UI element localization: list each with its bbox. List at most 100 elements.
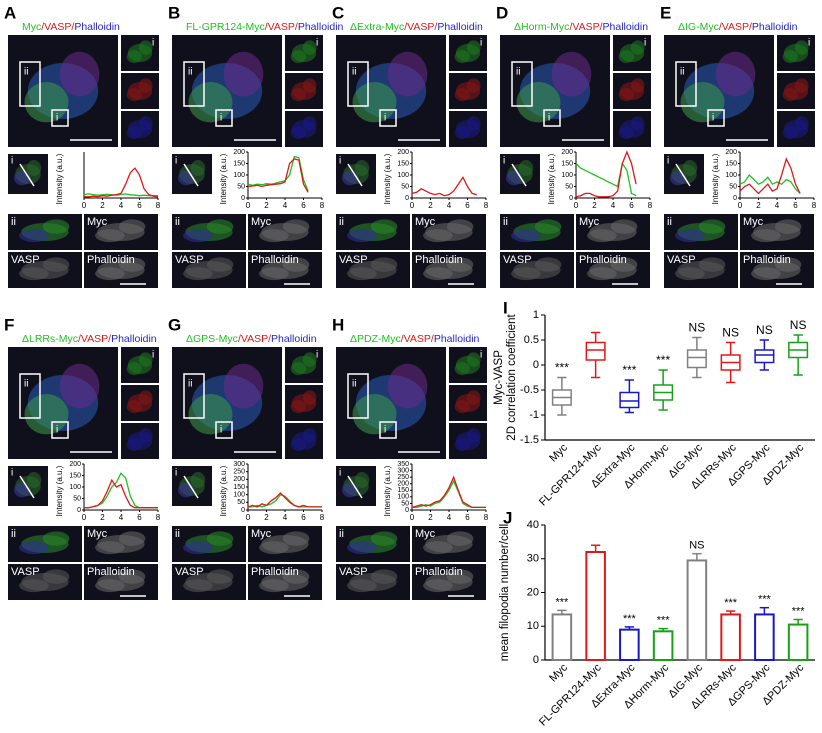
panel-letter: C	[332, 3, 344, 22]
title-part: Myc	[22, 21, 41, 33]
inset-label: i	[339, 156, 341, 167]
zoom-label: Phalloidin	[415, 566, 463, 578]
x-tick-label: 2	[264, 513, 269, 522]
cell-region	[466, 390, 481, 405]
title-part: Phalloidin	[603, 21, 649, 33]
roi-box	[215, 421, 233, 439]
title-part: ΔHorm-Myc	[514, 21, 569, 33]
cell-region	[95, 541, 125, 555]
roi-label: i	[384, 425, 386, 436]
cell-region	[178, 170, 194, 186]
cell-region	[290, 50, 306, 64]
y-tick-label: 100	[561, 172, 573, 179]
cell-region	[587, 267, 617, 281]
bar	[551, 613, 573, 661]
inset-label: i	[667, 156, 669, 167]
zoom-label: ii	[667, 216, 672, 228]
cell-region	[446, 219, 474, 234]
y-tick-label: 50	[565, 183, 573, 190]
roi-box	[379, 421, 397, 439]
roi-label: i	[56, 425, 58, 436]
cell-region	[138, 428, 153, 443]
cell-region	[302, 116, 317, 131]
cell-region	[347, 267, 377, 281]
cell-region	[206, 569, 234, 584]
zoom-label: Myc	[87, 216, 108, 228]
zoom-label: VASP	[11, 566, 40, 578]
cell-region	[610, 257, 638, 272]
cell-region	[370, 569, 398, 584]
y-tick-label: 100	[69, 484, 81, 491]
cell-region	[698, 257, 726, 272]
cell-region	[506, 170, 522, 186]
bar	[619, 628, 640, 661]
cell-region	[751, 267, 781, 281]
roi-box	[51, 109, 69, 127]
panel-title: ΔGPS-Myc/VASP/Phalloidin	[186, 333, 317, 345]
zoom-label: Phalloidin	[87, 254, 135, 266]
title-part: /VASP/	[265, 21, 298, 33]
zoom-label: ii	[339, 528, 344, 540]
inset-label: i	[11, 156, 13, 167]
cell-region	[42, 257, 70, 272]
panel-letter: H	[332, 315, 344, 334]
zoom-label: Myc	[415, 528, 436, 540]
cell-region	[534, 219, 562, 234]
title-part: Phalloidin	[271, 333, 317, 345]
zoom-label: VASP	[667, 254, 696, 266]
zoom-label: ii	[11, 528, 16, 540]
x-tick-label: 6	[301, 201, 306, 210]
box	[585, 341, 606, 361]
profile-line	[412, 479, 486, 509]
roi-label: i	[712, 113, 714, 124]
cell-region	[352, 82, 397, 123]
roi-box	[347, 373, 369, 419]
y-tick-label: 100	[397, 172, 409, 179]
zoom-label: VASP	[175, 254, 204, 266]
cell-region	[675, 229, 705, 243]
roi-box	[19, 61, 41, 107]
significance-label: ***	[555, 596, 569, 608]
inset-label: i	[11, 468, 13, 479]
y-axis-label: mean filopodia number/cell	[499, 524, 511, 661]
title-part: /VASP/	[41, 21, 74, 33]
y-tick-label: 50	[73, 495, 81, 502]
roi-label: i	[220, 425, 222, 436]
cell-region	[206, 257, 234, 272]
zoom-label: ii	[339, 216, 344, 228]
x-tick-label: 2	[592, 201, 597, 210]
title-part: /VASP/	[238, 333, 271, 345]
x-tick-label: 2	[428, 513, 433, 522]
roi-label: ii	[680, 67, 684, 78]
x-tick-label: 8	[320, 513, 325, 522]
title-part: /VASP/	[78, 333, 111, 345]
cell-region	[59, 51, 100, 97]
y-tick-label: 100	[233, 172, 245, 179]
cell-region	[259, 267, 289, 281]
roi-box	[675, 61, 697, 107]
cell-region	[466, 352, 481, 367]
x-tick-label: 2	[428, 201, 433, 210]
y-tick-label: 50	[729, 183, 737, 190]
x-tick-label: 6	[793, 201, 798, 210]
cell-region	[118, 219, 146, 234]
y-tick-label: 50	[237, 499, 245, 506]
y-tick-label: 10	[527, 620, 539, 632]
x-tick-label: 4	[283, 513, 288, 522]
cell-region	[680, 82, 725, 123]
x-tick-label: Myc	[547, 441, 570, 464]
y-tick-label: 150	[561, 160, 573, 167]
x-tick-label: 8	[156, 513, 161, 522]
roi-label: i	[220, 113, 222, 124]
cell-region	[423, 267, 453, 281]
cell-region	[19, 229, 49, 243]
profile-line	[411, 475, 486, 509]
title-part: Phalloidin	[434, 333, 480, 345]
y-tick-label: 0	[77, 507, 81, 514]
y-tick-label: 350	[397, 461, 409, 468]
x-tick-label: FL-GPR124-Myc	[537, 661, 604, 728]
bar	[686, 559, 708, 661]
x-tick-label: 6	[465, 201, 470, 210]
y-axis-label: Intensity (a.u.)	[55, 153, 64, 204]
cell-region	[42, 569, 70, 584]
